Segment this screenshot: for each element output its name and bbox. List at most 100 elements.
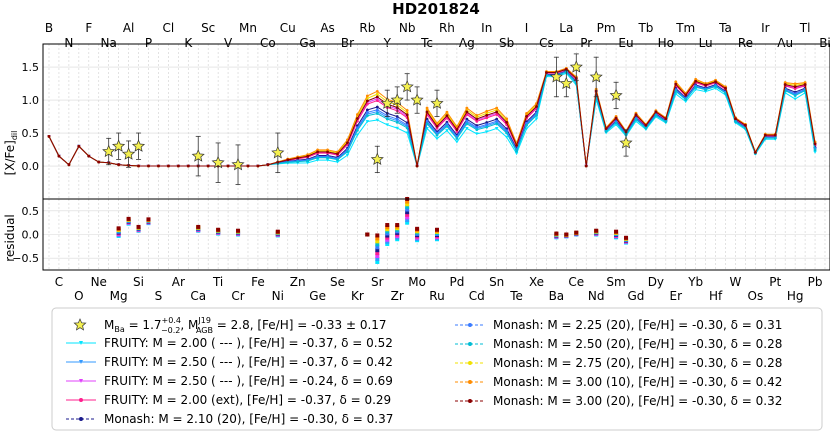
model-point (703, 90, 708, 94)
element-label: Ti (212, 275, 223, 289)
model-point (365, 108, 369, 112)
model-point (405, 126, 409, 130)
element-label: Cd (469, 289, 485, 303)
model-point (375, 118, 380, 122)
model-point (326, 150, 329, 154)
model-point (87, 154, 91, 158)
residual-point (375, 236, 380, 241)
element-label: Zn (290, 275, 306, 289)
top-panel: 0.0 0.5 1.0 1.5 (22, 43, 830, 200)
element-label: Rh (439, 21, 455, 35)
legend-entry-label: Monash: M = 2.10 (20), [Fe/H] = -0.30, δ… (104, 412, 393, 426)
model-point (813, 148, 817, 152)
legend-entry-label: FRUITY: M = 2.00 (ext), [Fe/H] = -0.37, … (104, 393, 391, 407)
model-point (405, 109, 409, 112)
model-point (455, 140, 459, 144)
legend-entry-label: Monash: M = 2.75 (20), [Fe/H] = -0.30, δ… (493, 356, 782, 370)
model-point (803, 81, 807, 84)
model-point (425, 119, 429, 123)
residual-point (385, 235, 390, 240)
model-point (634, 113, 638, 117)
model-point (803, 83, 807, 86)
model-point (793, 85, 797, 89)
element-label: P (145, 36, 152, 50)
element-label: As (320, 21, 334, 35)
model-point (176, 164, 180, 168)
model-point (375, 110, 380, 114)
element-label: F (85, 21, 92, 35)
model-point (495, 119, 499, 123)
model-point (495, 113, 499, 116)
model-point (734, 120, 737, 124)
model-point (395, 115, 399, 118)
element-label: Co (260, 36, 276, 50)
residual-point (375, 233, 380, 238)
model-point (525, 112, 528, 115)
legend-entry-label: FRUITY: M = 2.00 ( --- ), [Fe/H] = -0.37… (104, 336, 393, 350)
model-point (455, 125, 459, 129)
residual-point (564, 232, 569, 237)
model-point (147, 164, 150, 168)
residual-point (196, 224, 201, 229)
element-label: Hg (787, 289, 804, 303)
model-point (793, 97, 797, 101)
model-point (515, 143, 518, 147)
legend-marker (79, 360, 83, 364)
observed-point (559, 76, 573, 90)
model-point (515, 149, 518, 153)
model-point (286, 158, 290, 162)
element-label: N (64, 36, 73, 50)
residual-point (614, 229, 619, 234)
residual-point (574, 230, 579, 235)
model-point (465, 122, 469, 126)
model-point (326, 148, 329, 152)
model-point (335, 160, 340, 164)
element-label: Cs (539, 36, 554, 50)
model-point (465, 117, 469, 121)
residual-point (375, 239, 380, 244)
model-point (405, 113, 409, 117)
model-point (664, 120, 668, 124)
model-point (325, 158, 330, 162)
element-label: Bi (819, 36, 830, 50)
residual-point (405, 212, 410, 217)
model-point (445, 110, 449, 114)
element-label: Ce (568, 275, 584, 289)
model-point (405, 123, 409, 127)
element-label: K (184, 36, 193, 50)
model-point (674, 89, 678, 93)
model-point (714, 80, 717, 84)
element-label: Pb (808, 275, 823, 289)
model-point (724, 86, 727, 90)
model-point (584, 164, 588, 168)
model-point (713, 86, 718, 90)
y-tick-label: 0.0 (22, 160, 40, 173)
observed-point (211, 155, 225, 169)
residual-point (624, 235, 629, 240)
element-label: Fe (251, 275, 265, 289)
residual-point (415, 226, 420, 231)
element-label: Ni (272, 289, 284, 303)
legend-box (51, 307, 823, 431)
element-label: Sr (371, 275, 384, 289)
model-point (783, 83, 787, 86)
element-label: Ba (549, 289, 565, 303)
residual-point (385, 223, 390, 228)
element-label: Gd (628, 289, 645, 303)
model-point (505, 131, 509, 135)
model-point (485, 109, 489, 113)
element-label: Ga (299, 36, 316, 50)
element-label: Eu (618, 36, 633, 50)
model-point (316, 148, 320, 152)
element-label: Sc (201, 21, 215, 35)
model-point (345, 153, 350, 157)
model-point (346, 150, 349, 154)
legend-entry-label: FRUITY: M = 2.50 ( --- ), [Fe/H] = -0.24… (104, 374, 393, 388)
residual-point (116, 226, 121, 231)
observed-point (131, 139, 146, 152)
residual-point (375, 245, 380, 250)
element-label: Pm (597, 21, 616, 35)
legend-marker (468, 399, 472, 403)
model-point (137, 164, 140, 168)
